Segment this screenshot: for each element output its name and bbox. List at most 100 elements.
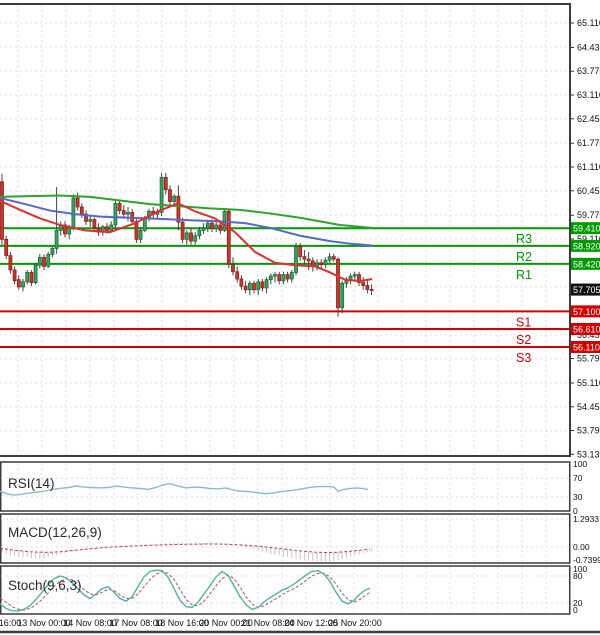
x-axis-label: 20 Nov 00:00 — [199, 618, 253, 628]
mid-ma-blue — [0, 196, 373, 247]
candle-body — [189, 232, 193, 242]
candle-body — [16, 279, 21, 288]
candle-body — [323, 259, 328, 265]
candle-body — [63, 224, 67, 235]
rsi-scale-label: 0 — [573, 506, 578, 516]
stoch-d-line — [0, 570, 371, 611]
candle-body — [243, 285, 248, 291]
price-tick-label: 55.110 — [577, 378, 600, 388]
candle-body — [180, 221, 185, 240]
candle-body — [201, 227, 206, 231]
level-r2-box-label: 58.920 — [573, 241, 600, 251]
rsi-panel-title: RSI(14) — [8, 476, 55, 491]
candle-body — [138, 229, 143, 240]
pivot-label-r2: R2 — [516, 250, 532, 264]
candle-body — [205, 222, 210, 229]
macd-scale-label: 0.00 — [573, 542, 590, 552]
candle-body — [369, 288, 374, 291]
last-price-box-label: 57.705 — [573, 285, 600, 295]
candle-body — [298, 246, 303, 258]
pivot-label-s3: S3 — [516, 351, 531, 365]
candle-body — [12, 269, 17, 282]
candle-body — [281, 274, 286, 282]
grid — [0, 5, 570, 613]
price-axis: 65.110 64.430 63.770 63.110 62.450 61.770 61.1… — [570, 18, 600, 459]
x-axis-label: 24 Nov 12:00 — [284, 618, 338, 628]
rsi-panel: 100 70 30 0 — [0, 459, 587, 516]
candle-body — [172, 195, 177, 202]
price-tick-label: 65.110 — [577, 18, 600, 28]
candle-body — [319, 262, 324, 265]
price-tick-label: 59.770 — [577, 210, 600, 220]
level-r1-box-label: 58.420 — [573, 259, 600, 269]
candle-body — [46, 254, 51, 267]
candle-body — [4, 238, 9, 256]
x-axis-label: 21 Nov 08:00 — [241, 618, 295, 628]
candle-body — [273, 274, 277, 277]
candle-body — [352, 274, 357, 277]
stoch-k-line — [0, 569, 371, 612]
candle-body — [214, 224, 219, 229]
candle-body — [302, 256, 307, 260]
candle-body — [117, 202, 122, 211]
candle-body — [197, 229, 202, 237]
candle-body — [268, 275, 273, 281]
level-s2-box — [571, 323, 600, 335]
candle-body — [168, 189, 172, 202]
candle-body — [184, 232, 189, 240]
price-tick-label: 62.450 — [577, 114, 600, 124]
pivot-label-s1: S1 — [516, 315, 531, 329]
candle-body — [340, 282, 345, 309]
level-r3-box — [571, 222, 600, 235]
candle-body — [306, 258, 311, 262]
candle-body — [29, 272, 34, 283]
candle-body — [294, 246, 298, 273]
candle-body — [84, 213, 88, 222]
borders — [0, 3, 571, 457]
candle-body — [163, 177, 168, 191]
candle-body — [42, 256, 46, 267]
price-tick-label: 53.790 — [577, 426, 600, 436]
price-tick-label: 64.430 — [577, 42, 600, 52]
candle-body — [37, 256, 42, 266]
stoch-panel-title: Stoch(9,6,3) — [8, 578, 82, 593]
candle-body — [113, 202, 118, 226]
candle-body — [88, 219, 93, 222]
price-tick-label: 53.130 — [577, 449, 600, 459]
level-s3-box — [571, 341, 600, 353]
candle-body — [226, 210, 231, 265]
macd-panel-title: MACD(12,26,9) — [8, 525, 102, 540]
price-tick-label: 63.770 — [577, 66, 600, 76]
candle-body — [0, 181, 4, 240]
candle-body — [277, 274, 282, 282]
candle-body — [285, 274, 290, 280]
stoch-scale-label: 0 — [573, 605, 578, 615]
candle-body — [126, 211, 130, 215]
rsi-line — [0, 483, 369, 496]
pivot-levels: R3 R2 R1 S1 S2 S3 — [0, 227, 570, 365]
price-tick-label: 59.110 — [577, 234, 600, 244]
candle-body — [105, 226, 109, 231]
candle-body — [50, 247, 55, 255]
candle-body — [357, 274, 361, 283]
macd-signal-line — [0, 543, 371, 554]
price-tick-label: 55.790 — [577, 354, 600, 364]
slow-ma-green — [0, 194, 373, 229]
candle-body — [231, 264, 235, 273]
candle-body — [25, 272, 30, 283]
level-r1-box — [571, 257, 600, 270]
price-tick-label: 63.110 — [577, 90, 600, 100]
pivot-label-r1: R1 — [516, 268, 532, 282]
candle-body — [33, 264, 38, 283]
candle-body — [54, 229, 59, 249]
x-axis-label: 25 Nov 20:00 — [328, 618, 382, 628]
level-s2-box-label: 56.610 — [573, 325, 600, 335]
candle-body — [159, 177, 164, 213]
rsi-scale-label: 30 — [573, 492, 583, 502]
rsi-scale-label: 70 — [573, 473, 583, 483]
price-tick-label: 61.770 — [577, 138, 600, 148]
candle-body — [8, 255, 13, 271]
